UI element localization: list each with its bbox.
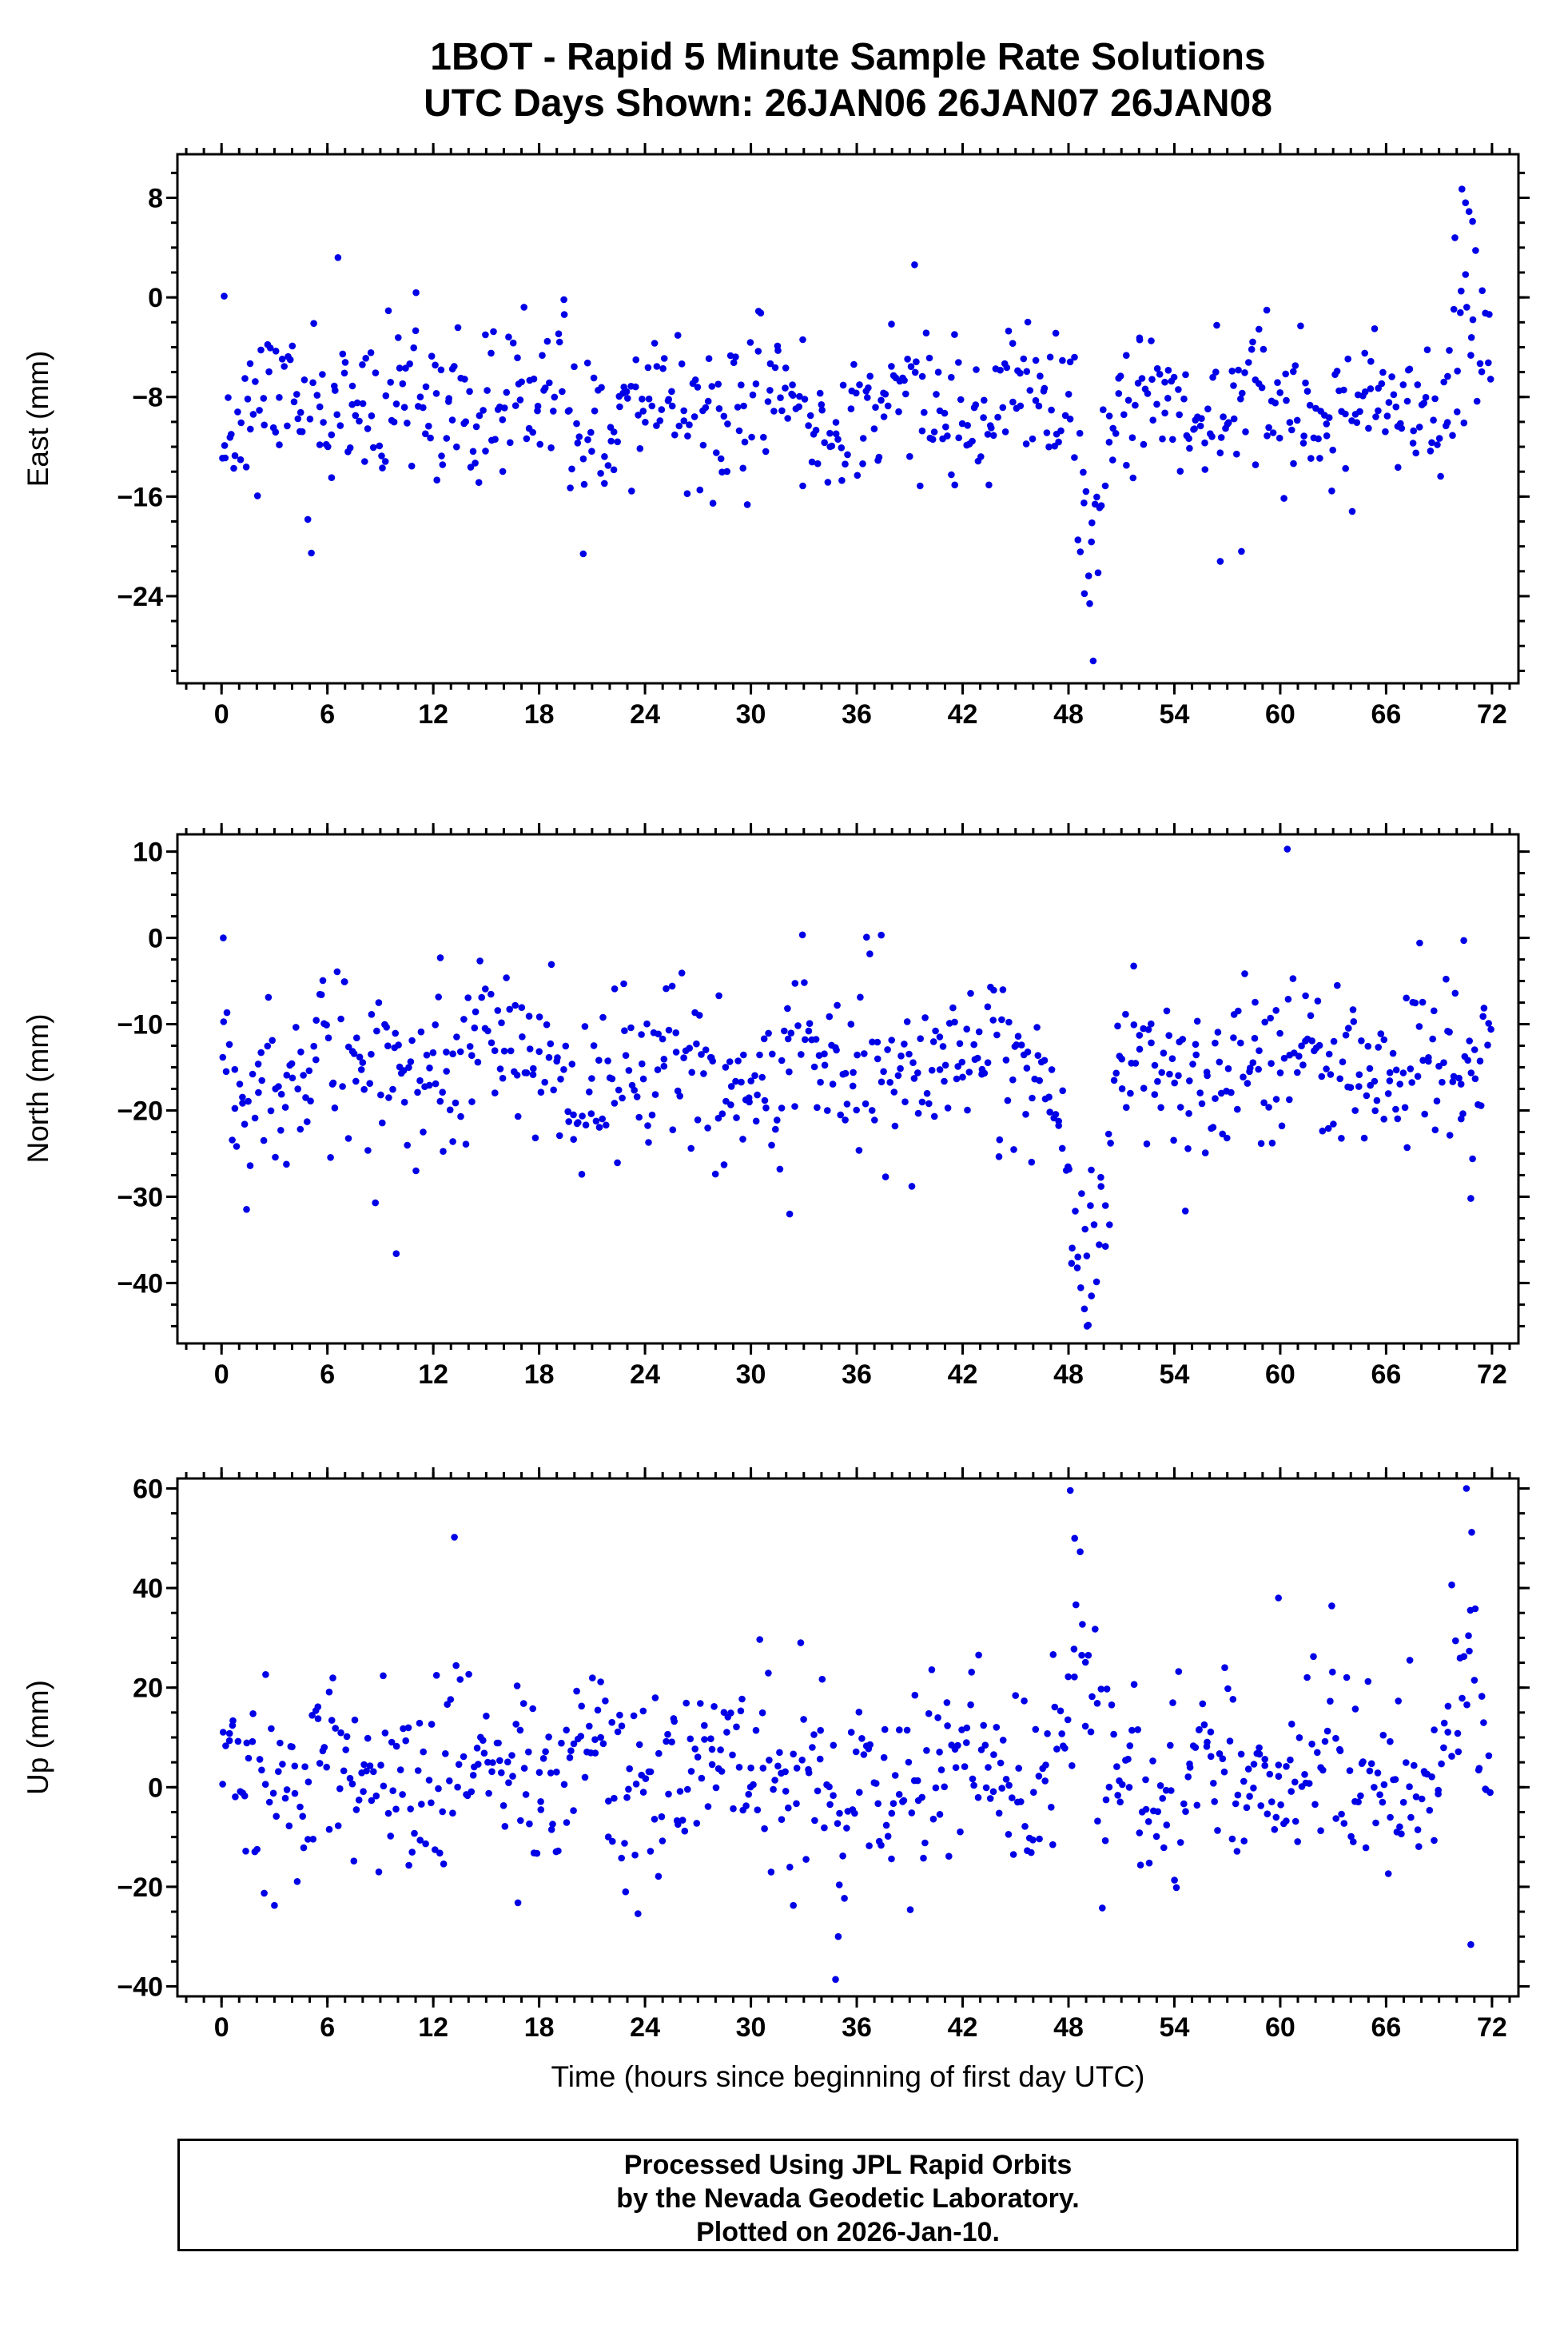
svg-text:42: 42 — [948, 1359, 978, 1390]
svg-text:24: 24 — [630, 1359, 660, 1390]
svg-text:54: 54 — [1160, 699, 1190, 730]
svg-text:−40: −40 — [117, 1972, 163, 2003]
footer-line-orbits: Processed Using JPL Rapid Orbits — [623, 2150, 1073, 2180]
svg-text:8: 8 — [148, 184, 163, 214]
east-axis-label: East (mm) — [22, 350, 54, 488]
east-scatter-plot: 0 6 12 18 24 30 36 42 48 54 60 66 72 8 0 −8 −16 −24 — [117, 143, 1530, 730]
svg-text:0: 0 — [148, 283, 163, 313]
svg-text:60: 60 — [1265, 699, 1295, 730]
svg-text:72: 72 — [1477, 2012, 1507, 2043]
svg-text:18: 18 — [524, 2012, 555, 2043]
svg-text:−8: −8 — [132, 383, 163, 413]
footer-box: Processed Using JPL Rapid Orbits by the … — [177, 2139, 1518, 2251]
svg-text:12: 12 — [418, 699, 448, 730]
svg-text:0: 0 — [214, 1359, 229, 1390]
svg-text:54: 54 — [1160, 2012, 1190, 2043]
svg-text:54: 54 — [1160, 1359, 1190, 1390]
svg-text:12: 12 — [418, 1359, 448, 1390]
svg-text:20: 20 — [133, 1673, 163, 1704]
svg-text:24: 24 — [630, 699, 660, 730]
svg-text:−40: −40 — [117, 1268, 163, 1299]
time-axis-label: Time (hours since beginning of first day… — [551, 2060, 1145, 2093]
chart-title: 1BOT - Rapid 5 Minute Sample Rate Soluti… — [430, 36, 1266, 78]
svg-text:−10: −10 — [117, 1010, 163, 1041]
svg-text:72: 72 — [1477, 699, 1507, 730]
svg-text:6: 6 — [320, 1359, 335, 1390]
svg-text:42: 42 — [948, 699, 978, 730]
svg-text:40: 40 — [133, 1574, 163, 1604]
svg-text:−20: −20 — [117, 1096, 163, 1126]
svg-text:18: 18 — [524, 1359, 555, 1390]
svg-text:30: 30 — [736, 1359, 766, 1390]
svg-text:30: 30 — [736, 2012, 766, 2043]
svg-text:72: 72 — [1477, 1359, 1507, 1390]
svg-text:48: 48 — [1053, 2012, 1084, 2043]
svg-text:−16: −16 — [117, 482, 163, 512]
svg-text:36: 36 — [842, 699, 872, 730]
svg-text:0: 0 — [148, 924, 163, 954]
svg-text:0: 0 — [148, 1773, 163, 1803]
svg-text:66: 66 — [1371, 1359, 1401, 1390]
svg-text:−20: −20 — [117, 1872, 163, 1903]
footer-line-date: Plotted on 2026-Jan-10. — [696, 2217, 1000, 2247]
svg-text:30: 30 — [736, 699, 766, 730]
svg-text:48: 48 — [1053, 699, 1084, 730]
svg-text:12: 12 — [418, 2012, 448, 2043]
svg-text:18: 18 — [524, 699, 555, 730]
svg-text:0: 0 — [214, 699, 229, 730]
svg-text:36: 36 — [842, 1359, 872, 1390]
svg-text:−24: −24 — [117, 582, 163, 612]
svg-text:60: 60 — [1265, 2012, 1295, 2043]
north-scatter-plot: 0 6 12 18 24 30 36 42 48 54 60 66 72 10 0 −10 −20 −30 −40 — [117, 823, 1530, 1390]
svg-text:6: 6 — [320, 699, 335, 730]
svg-text:60: 60 — [133, 1474, 163, 1504]
up-axis-label: Up (mm) — [22, 1680, 54, 1795]
svg-text:6: 6 — [320, 2012, 335, 2043]
svg-text:66: 66 — [1371, 699, 1401, 730]
svg-text:−30: −30 — [117, 1182, 163, 1212]
up-scatter-plot: 0 6 12 18 24 30 36 42 48 54 60 66 72 60 40 20 0 −20 −40 — [117, 1467, 1530, 2043]
svg-text:24: 24 — [630, 2012, 660, 2043]
chart-subtitle: UTC Days Shown: 26JAN06 26JAN07 26JAN08 — [424, 82, 1272, 125]
svg-text:0: 0 — [214, 2012, 229, 2043]
svg-text:36: 36 — [842, 2012, 872, 2043]
footer-line-lab: by the Nevada Geodetic Laboratory. — [616, 2183, 1080, 2214]
svg-text:10: 10 — [133, 838, 163, 868]
svg-text:42: 42 — [948, 2012, 978, 2043]
svg-text:60: 60 — [1265, 1359, 1295, 1390]
svg-text:66: 66 — [1371, 2012, 1401, 2043]
north-axis-label: North (mm) — [22, 1013, 54, 1164]
svg-text:48: 48 — [1053, 1359, 1084, 1390]
